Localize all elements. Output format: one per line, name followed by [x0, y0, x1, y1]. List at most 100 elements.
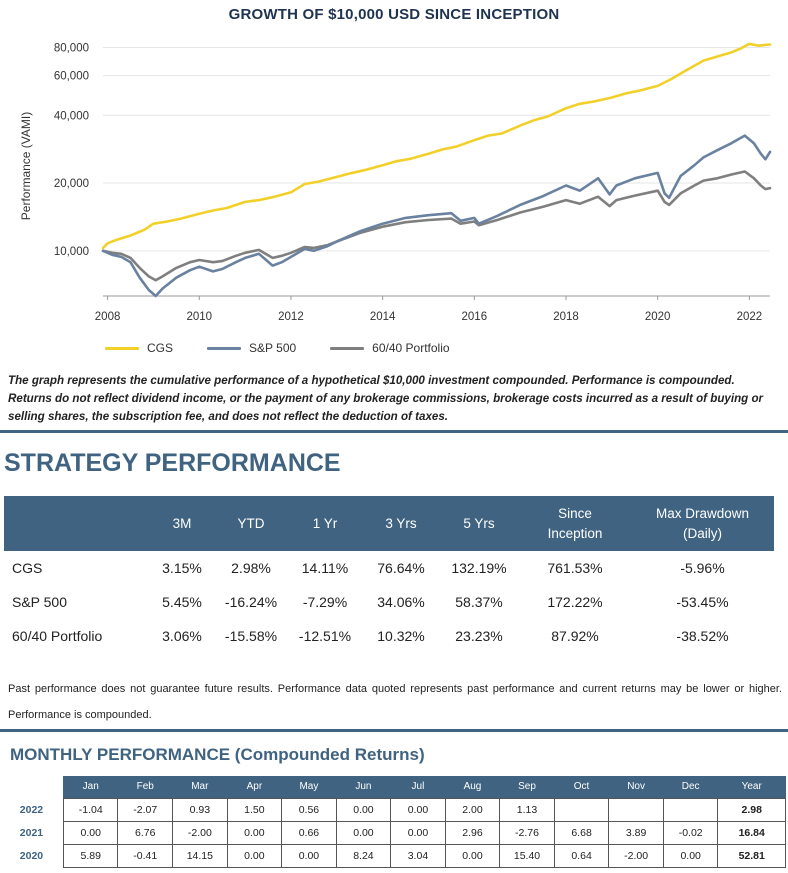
past-performance-note: Past performance does not guarantee futu… [8, 683, 782, 721]
month-cell: -2.07 [117, 797, 174, 822]
month-cell: 0.00 [226, 843, 283, 868]
series-line-60-40-portfolio [101, 170, 772, 282]
chart-footnote: The graph represents the cumulative perf… [8, 374, 764, 423]
month-cell: 6.68 [553, 820, 610, 845]
month-cell: 0.00 [226, 820, 283, 845]
strategy-table-header: 3M YTD 1 Yr 3 Yrs 5 Yrs Since Inception Max Dr… [4, 496, 774, 551]
year-label: 2022 [0, 798, 64, 821]
y-tick-label: 60,000 [54, 71, 89, 83]
month-cell [662, 797, 719, 822]
monthly-column-header [0, 776, 64, 798]
month-cell: -1.04 [62, 797, 119, 822]
table-cell: 3.15% [162, 560, 202, 576]
table-cell: 761.53% [547, 560, 603, 576]
monthly-column-header: Oct [554, 776, 609, 798]
legend-label: 60/40 Portfolio [372, 341, 450, 355]
table-cell: -15.58% [224, 628, 278, 644]
month-cell: 0.00 [281, 843, 337, 868]
table-cell: -7.29% [302, 594, 348, 610]
legend-item: 60/40 Portfolio [330, 341, 450, 355]
table-cell: 2.98% [231, 560, 271, 576]
section-divider [0, 430, 788, 433]
monthly-column-header: Jul [390, 776, 446, 798]
monthly-performance-table: Jan Feb Mar Apr May Jun Jul Aug Sep Oct Nov Dec Year… [0, 776, 786, 868]
x-tick-label: 2018 [553, 311, 579, 323]
month-cell: -2.76 [499, 820, 555, 845]
x-tick-label: 2008 [95, 311, 121, 323]
table-cell: 14.11% [301, 560, 349, 576]
legend-label: S&P 500 [249, 341, 297, 355]
table-cell: 3.06% [162, 628, 202, 644]
section-divider [0, 729, 788, 732]
monthly-column-header: Dec [663, 776, 718, 798]
month-cell: -2.00 [608, 843, 664, 868]
month-cell: 2.00 [444, 797, 501, 822]
legend-swatch [105, 346, 139, 350]
table-cell: 87.92% [551, 628, 599, 644]
month-cell [608, 797, 664, 822]
strategy-column-header: 1 Yr [287, 496, 363, 551]
month-cell: -2.00 [172, 820, 228, 845]
table-cell: -12.51% [298, 628, 352, 644]
legend-item: S&P 500 [207, 341, 296, 355]
year-label: 2021 [0, 821, 64, 844]
table-cell: -38.52% [676, 628, 729, 644]
month-cell: 6.76 [117, 820, 174, 845]
table-cell: -53.45% [676, 594, 729, 610]
strategy-column-header: 3M [149, 496, 215, 551]
legend-swatch [207, 346, 242, 350]
month-cell: 0.00 [662, 843, 719, 868]
strategy-column-header: Max Drawdown (Daily) [631, 496, 774, 551]
month-cell: 0.56 [281, 797, 337, 822]
table-row: 60/40 Portfolio 3.06% -15.58% -12.51% 10.32%… [4, 619, 774, 653]
year-total-cell: 16.84 [717, 820, 786, 845]
strategy-column-header: 3 Yrs [363, 496, 439, 551]
month-cell: 0.66 [281, 820, 337, 845]
month-cell: 1.50 [226, 797, 283, 822]
row-label: S&P 500 [12, 594, 68, 610]
series-line-s-p-500 [101, 134, 772, 298]
monthly-column-header: Nov [608, 776, 664, 798]
month-cell: 8.24 [335, 843, 392, 868]
table-row: CGS 3.15% 2.98% 14.11% 76.64% 132.19% 761.53% -… [4, 551, 774, 585]
legend-label: CGS [147, 341, 174, 355]
x-tick-label: 2022 [737, 311, 763, 323]
month-cell: 0.00 [390, 820, 446, 845]
month-cell: 0.00 [62, 820, 119, 845]
x-tick-label: 2016 [462, 311, 488, 323]
month-cell: 0.93 [172, 797, 228, 822]
y-tick-label: 10,000 [54, 246, 89, 258]
row-label: CGS [12, 560, 43, 576]
strategy-performance-title: STRATEGY PERFORMANCE [4, 449, 341, 477]
strategy-performance-table: 3M YTD 1 Yr 3 Yrs 5 Yrs Since Inception Max Dr… [4, 496, 774, 653]
x-tick-label: 2012 [278, 311, 304, 323]
strategy-column-header [4, 496, 149, 551]
month-cell: 0.00 [390, 797, 446, 822]
monthly-performance-title: MONTHLY PERFORMANCE (Compounded Returns) [10, 745, 425, 764]
month-cell: 0.00 [444, 843, 501, 868]
growth-chart: 10,000 20,000 40,000 60,000 80,000 2008 2010 20… [19, 42, 772, 323]
table-cell: 5.45% [162, 594, 202, 610]
monthly-column-header: Aug [445, 776, 500, 798]
table-cell: 132.19% [451, 560, 507, 576]
table-row: S&P 500 5.45% -16.24% -7.29% 34.06% 58.37% 172… [4, 585, 774, 619]
month-cell: 0.64 [553, 843, 610, 868]
monthly-column-header: Jan [63, 776, 118, 798]
table-row: 2020 5.89 -0.41 14.15 0.00 0.00 8.24 3.04 0.00 15… [0, 843, 786, 868]
month-cell: 0.00 [335, 797, 392, 822]
monthly-table-header: Jan Feb Mar Apr May Jun Jul Aug Sep Oct Nov Dec Year [0, 776, 786, 798]
monthly-column-header: Feb [117, 776, 173, 798]
series-line-cgs [101, 42, 772, 250]
x-tick-label: 2014 [370, 311, 396, 323]
year-total-cell: 2.98 [717, 797, 786, 822]
year-label: 2020 [0, 844, 64, 867]
chart-legend: CGS S&P 500 60/40 Portfolio [105, 341, 450, 355]
legend-item: CGS [105, 341, 173, 355]
strategy-column-header: Since Inception [519, 496, 631, 551]
month-cell: 14.15 [172, 843, 228, 868]
month-cell [553, 797, 610, 822]
row-label: 60/40 Portfolio [12, 628, 103, 644]
legend-swatch [330, 346, 365, 350]
table-cell: 58.37% [455, 594, 503, 610]
y-tick-label: 80,000 [54, 43, 89, 55]
